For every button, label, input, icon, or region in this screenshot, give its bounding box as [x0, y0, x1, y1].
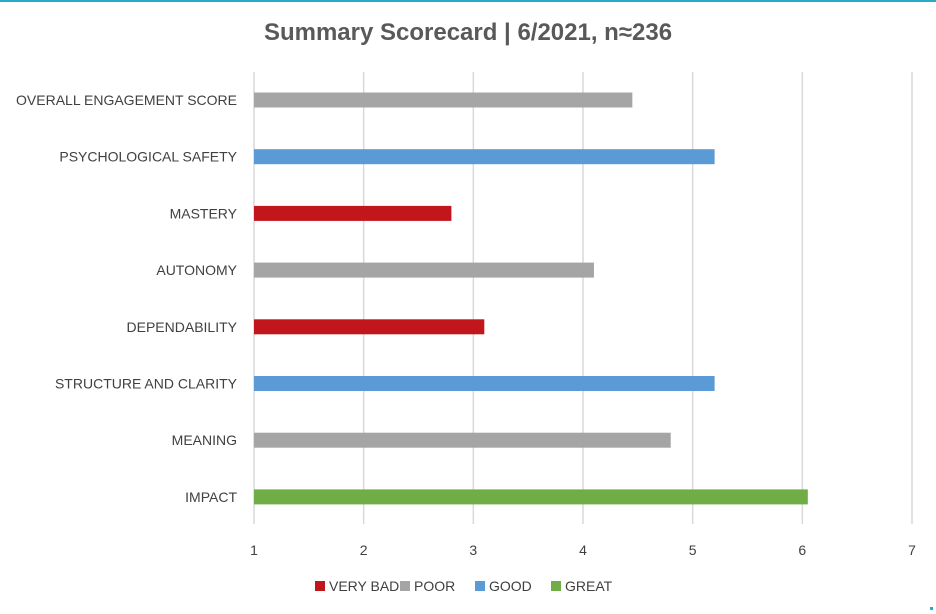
category-label: OVERALL ENGAGEMENT SCORE	[16, 92, 237, 108]
legend-swatch	[315, 581, 325, 591]
corner-mark	[930, 607, 933, 610]
category-label: STRUCTURE AND CLARITY	[55, 376, 238, 392]
bar	[254, 149, 715, 165]
legend-swatch	[551, 581, 561, 591]
bar	[254, 92, 633, 108]
category-label: PSYCHOLOGICAL SAFETY	[59, 149, 237, 165]
category-labels: OVERALL ENGAGEMENT SCORE PSYCHOLOGICAL SA…	[16, 92, 238, 505]
chart-title: Summary Scorecard | 6/2021, n≈236	[264, 19, 672, 46]
x-tick-label: 3	[469, 542, 477, 558]
legend-label: VERY BAD	[329, 578, 399, 594]
legend-swatch	[475, 581, 485, 591]
category-label: DEPENDABILITY	[127, 319, 238, 335]
legend: VERY BAD POOR GOOD GREAT	[315, 578, 613, 594]
legend-label: POOR	[414, 578, 455, 594]
category-label: IMPACT	[185, 489, 237, 505]
category-label: MEANING	[172, 432, 237, 448]
legend-swatch	[400, 581, 410, 591]
top-accent-rule	[0, 0, 936, 2]
x-tick-label: 1	[250, 542, 258, 558]
x-axis-ticks: 1 2 3 4 5 6 7	[250, 542, 916, 558]
legend-label: GREAT	[565, 578, 613, 594]
x-tick-label: 6	[798, 542, 806, 558]
bar	[254, 262, 594, 278]
x-tick-label: 4	[579, 542, 587, 558]
legend-label: GOOD	[489, 578, 532, 594]
category-label: MASTERY	[170, 205, 238, 221]
x-tick-label: 2	[360, 542, 368, 558]
x-tick-label: 7	[908, 542, 916, 558]
bars	[254, 92, 808, 505]
bar	[254, 432, 671, 448]
bar	[254, 205, 452, 221]
bar	[254, 319, 485, 335]
bar	[254, 489, 808, 505]
bar	[254, 376, 715, 391]
category-label: AUTONOMY	[156, 262, 237, 278]
gridlines	[253, 72, 913, 524]
x-tick-label: 5	[689, 542, 697, 558]
